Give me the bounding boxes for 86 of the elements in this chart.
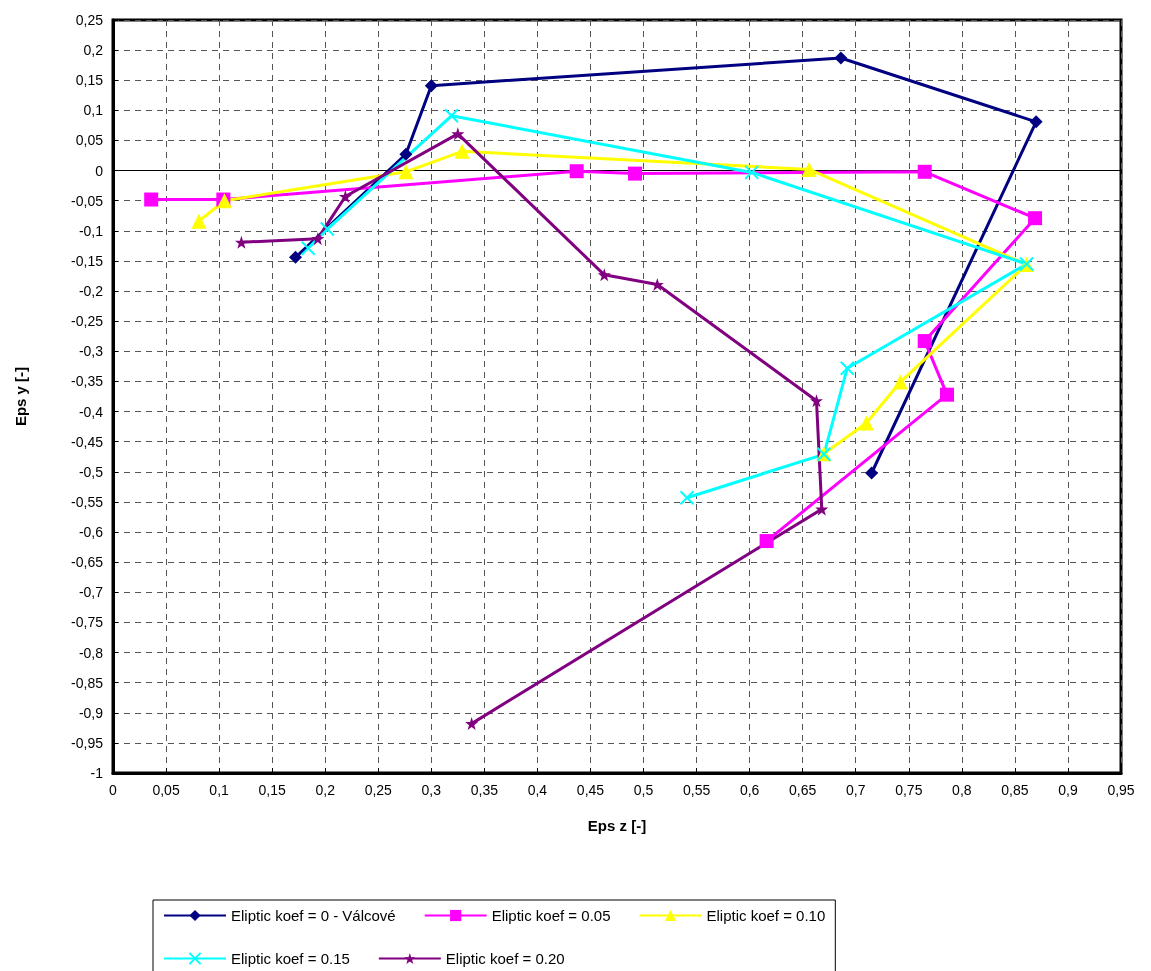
x-tick-label: 0,8: [952, 782, 972, 798]
y-tick-label: -0,55: [71, 493, 104, 510]
y-tick-label: 0,15: [75, 72, 104, 89]
point: [865, 466, 879, 480]
y-tick-label: -0,75: [71, 614, 104, 631]
x-tick-label: 0,35: [470, 782, 499, 798]
y-tick-label: -0,05: [71, 192, 104, 209]
y-tick-label: -0,5: [78, 463, 104, 480]
y-tick-label: 0,25: [75, 12, 104, 28]
point: [628, 166, 643, 181]
point: [465, 717, 479, 731]
y-tick-label: -0,25: [71, 313, 104, 330]
y-tick-label: 0,1: [83, 102, 104, 119]
x-tick-label: 0,95: [1107, 782, 1135, 798]
point: [569, 164, 584, 179]
point: [454, 143, 470, 159]
point: [451, 127, 465, 141]
x-tick-label: 0,85: [1001, 782, 1029, 798]
y-tick-label: -0,9: [78, 704, 104, 721]
y-tick-label: 0: [95, 162, 104, 179]
x-tick-label: 0,05: [152, 782, 180, 798]
y-tick-label: -0,1: [78, 222, 104, 239]
point: [939, 387, 954, 402]
y-tick-label: -0,2: [78, 283, 104, 300]
y-axis-title: Eps y [-]: [12, 366, 29, 427]
y-tick-label: -0,15: [71, 252, 104, 269]
y-tick-label: 0,2: [83, 42, 104, 59]
point: [679, 490, 695, 506]
point: [234, 235, 248, 249]
point: [892, 374, 908, 390]
point: [917, 164, 932, 179]
point: [300, 240, 316, 256]
point: [597, 268, 611, 282]
point: [744, 164, 760, 180]
point: [311, 232, 325, 246]
point: [338, 190, 352, 203]
point: [839, 360, 855, 376]
point: [858, 415, 874, 431]
y-tick-label: -0,4: [78, 403, 104, 420]
point: [398, 164, 414, 180]
y-tick-label: -0,8: [78, 644, 104, 661]
point: [289, 250, 302, 264]
x-tick-label: 0,5: [633, 782, 654, 798]
y-tick-label: -0,3: [78, 343, 104, 360]
x-tick-label: 0,7: [846, 782, 866, 798]
y-tick-label: -0,35: [71, 373, 104, 390]
y-tick-label: -0,45: [71, 433, 104, 450]
legend-label: Eliptic koef = 0 - Válcové: [231, 907, 396, 924]
y-tick-label: -0,95: [71, 734, 104, 751]
y-tick-label: 0,05: [75, 132, 104, 149]
x-tick-label: 0,45: [576, 782, 605, 798]
y-tick-label: -0,7: [78, 584, 104, 601]
y-tick-label: -0,65: [71, 554, 104, 571]
x-tick-label: 0,9: [1058, 782, 1078, 798]
x-tick-label: 0,1: [209, 782, 230, 798]
point: [443, 108, 459, 124]
x-tick-label: 0,2: [315, 782, 336, 798]
x-tick-label: 0,4: [527, 782, 548, 798]
x-tick-label: 0,25: [364, 782, 393, 798]
point: [1029, 115, 1043, 129]
point: [399, 147, 413, 161]
x-tick-label: 0,75: [895, 782, 923, 798]
x-tick-label: 0: [109, 782, 118, 798]
point: [424, 79, 438, 93]
point: [917, 334, 932, 349]
point: [319, 221, 335, 237]
x-tick-label: 0,55: [682, 782, 711, 798]
x-tick-label: 0,65: [789, 782, 817, 798]
x-tick-label: 0,6: [739, 782, 760, 798]
point: [144, 192, 159, 207]
y-tick-label: -1: [90, 765, 104, 781]
y-tick-label: -0,85: [71, 674, 104, 691]
legend-label: Eliptic koef = 0.15: [231, 950, 350, 967]
point: [759, 534, 774, 549]
y-tick-label: -0,6: [78, 524, 104, 541]
point: [809, 394, 823, 408]
point: [1028, 211, 1043, 226]
point: [191, 213, 207, 229]
legend-label: Eliptic koef = 0.05: [491, 907, 611, 924]
x-tick-label: 0,15: [258, 782, 286, 798]
x-tick-label: 0,3: [421, 782, 442, 798]
point: [834, 51, 848, 65]
legend-label: Eliptic koef = 0.20: [445, 950, 565, 967]
legend-label: Eliptic koef = 0.10: [706, 907, 826, 924]
x-axis-title: Eps z [-]: [587, 817, 647, 834]
point: [801, 161, 817, 177]
